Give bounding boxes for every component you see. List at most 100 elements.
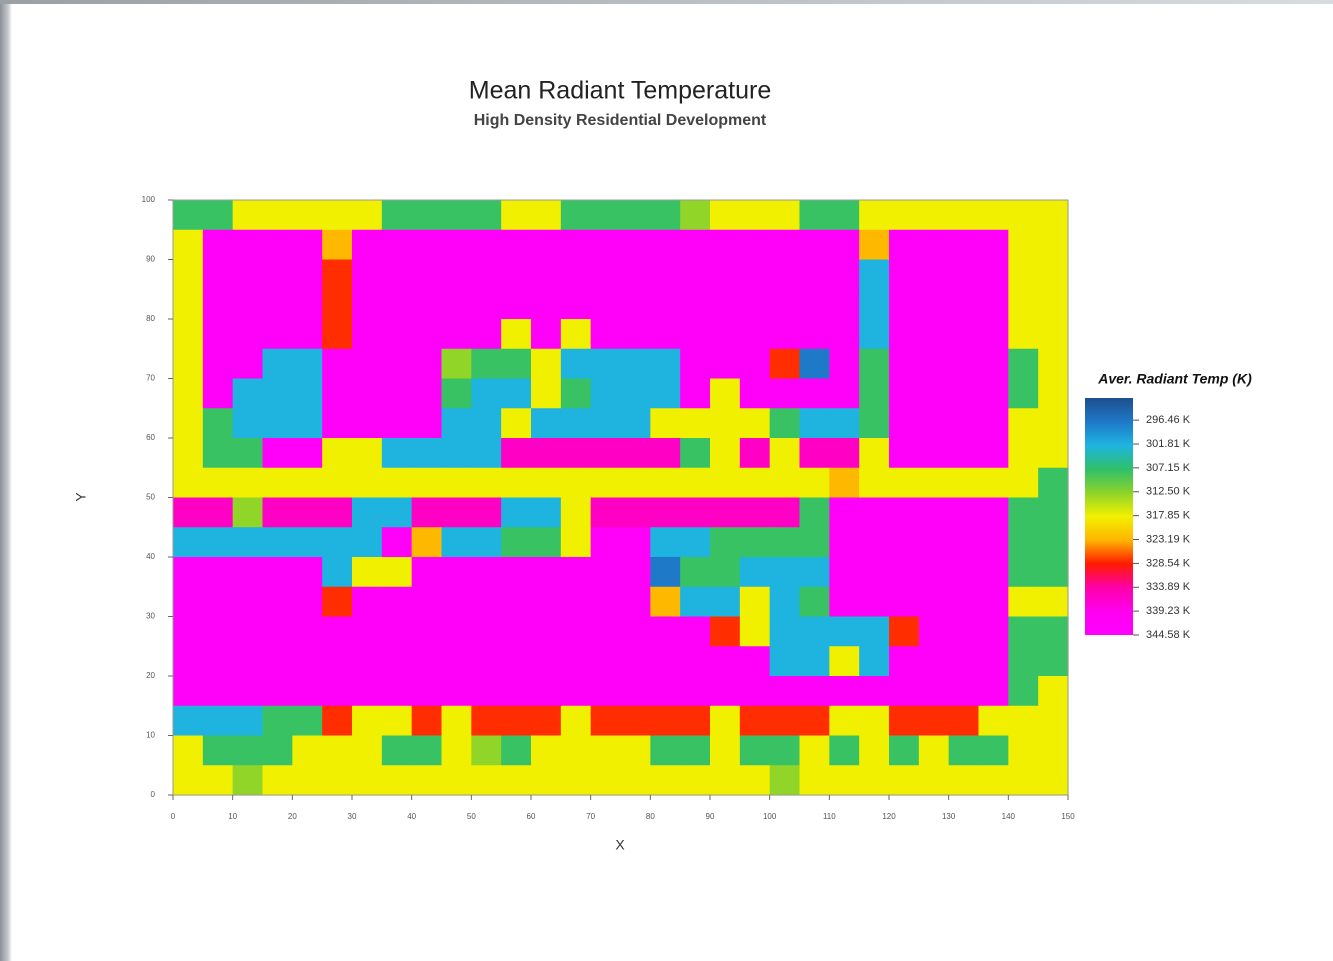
x-tick-label: 100 (763, 812, 777, 821)
heat-cell (202, 735, 234, 766)
heat-cell (889, 646, 920, 677)
heat-cell (978, 467, 1009, 499)
heat-cell (918, 497, 950, 528)
heat-cell (650, 200, 681, 231)
heat-cell (560, 646, 592, 677)
heat-cell (352, 705, 383, 737)
heat-cell (322, 527, 353, 558)
heat-cell (352, 497, 383, 528)
heat-cell (620, 408, 651, 439)
heat-cell (531, 646, 562, 677)
heat-cell (202, 200, 234, 231)
heat-cell (322, 259, 353, 290)
heat-cell (173, 319, 204, 350)
heat-cell (202, 616, 234, 647)
heat-cell (1038, 616, 1069, 647)
y-tick-label: 70 (146, 374, 155, 383)
heat-cell (441, 646, 472, 677)
heat-cell (322, 765, 353, 796)
heat-cell (859, 616, 890, 647)
heat-cell (978, 289, 1009, 320)
heat-cell (799, 200, 830, 231)
heat-cell (560, 705, 592, 737)
heat-cell (501, 646, 532, 677)
heat-cell (620, 200, 651, 231)
heat-cell (232, 616, 264, 647)
heat-cell (859, 527, 890, 558)
heat-cell (411, 348, 443, 380)
heat-cell (471, 348, 502, 380)
heat-cell (978, 229, 1009, 261)
heat-cell (799, 319, 830, 350)
heat-cell (918, 200, 950, 231)
heat-cell (173, 527, 204, 558)
heat-cell (620, 527, 651, 558)
heat-cell (173, 200, 204, 231)
heat-cell (441, 319, 472, 350)
heat-cell (411, 586, 443, 618)
heat-cell (531, 586, 562, 618)
colorbar-tick-label: 328.54 K (1146, 557, 1191, 569)
heat-cell (948, 557, 980, 588)
colorbar-tick-label: 312.50 K (1146, 486, 1191, 498)
heat-cell (739, 705, 771, 737)
heat-cell (262, 676, 293, 707)
heat-cell (978, 705, 1009, 737)
heat-cell (710, 259, 741, 290)
heat-cell (441, 378, 472, 409)
heat-cell (232, 378, 264, 409)
heat-cell (620, 467, 651, 499)
heat-cell (680, 200, 711, 231)
heat-cell (769, 289, 801, 320)
heat-cell (411, 765, 443, 796)
heat-cell (441, 557, 472, 588)
heat-cell (322, 200, 353, 231)
heat-cell (829, 616, 860, 647)
y-tick-label: 50 (146, 493, 155, 502)
heat-cell (680, 557, 711, 588)
heat-cell (262, 319, 293, 350)
heat-cell (501, 557, 532, 588)
heat-cell (620, 646, 651, 677)
heat-cell (799, 676, 830, 707)
heat-cell (590, 527, 622, 558)
heat-cell (799, 616, 830, 647)
heat-cell (202, 438, 234, 469)
heat-cell (381, 586, 413, 618)
heat-cell (918, 348, 950, 380)
heat-cell (262, 586, 293, 618)
heat-cell (918, 408, 950, 439)
heat-cell (560, 408, 592, 439)
x-tick-label: 20 (288, 812, 297, 821)
heat-cell (471, 616, 502, 647)
heat-cell (501, 497, 532, 528)
heat-cell (352, 378, 383, 409)
heat-cell (381, 497, 413, 528)
heat-cell (918, 586, 950, 618)
heat-cell (829, 735, 860, 766)
x-tick-label: 70 (586, 812, 595, 821)
x-tick-label: 0 (171, 812, 176, 821)
heat-cell (262, 408, 293, 439)
heat-cell (471, 408, 502, 439)
heat-cell (501, 319, 532, 350)
heat-cell (1038, 408, 1069, 439)
y-axis-label: Y (73, 492, 89, 502)
heat-cell (262, 259, 293, 290)
heat-cell (590, 259, 622, 290)
heat-cell (918, 616, 950, 647)
heat-cell (590, 378, 622, 409)
heat-cell (859, 408, 890, 439)
heat-cell (441, 229, 472, 261)
heat-cell (262, 616, 293, 647)
heat-cell (590, 735, 622, 766)
heat-cell (262, 289, 293, 320)
heat-cell (889, 527, 920, 558)
heat-cell (441, 289, 472, 320)
heat-cell (531, 497, 562, 528)
heat-cell (560, 765, 592, 796)
heat-cell (531, 676, 562, 707)
heat-cell (799, 557, 830, 588)
heat-cell (829, 229, 860, 261)
heat-cell (232, 467, 264, 499)
